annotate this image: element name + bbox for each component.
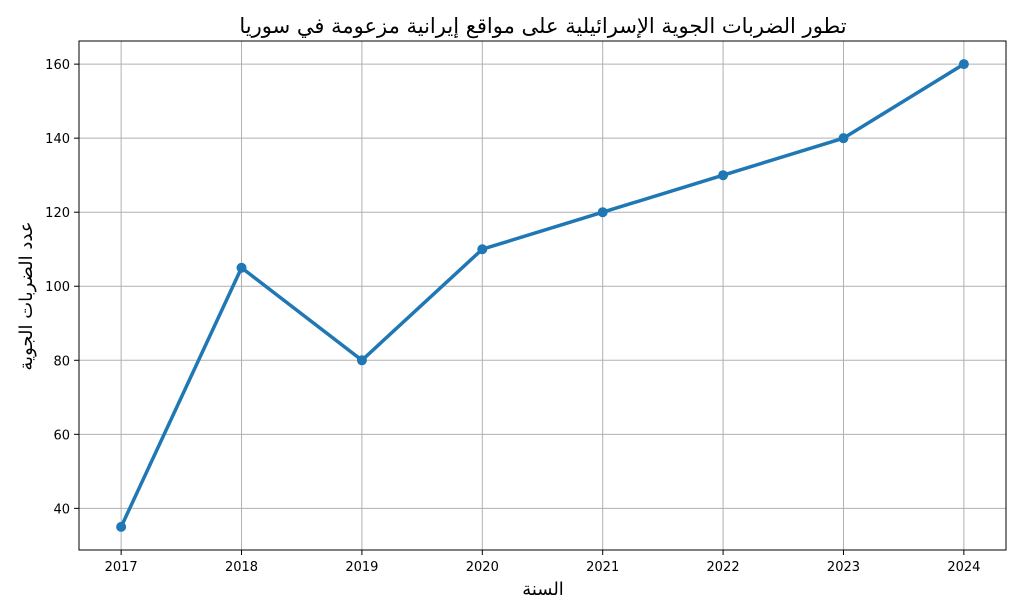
x-tick-label: 2019 <box>345 560 378 575</box>
x-axis-label: السنة <box>522 579 564 600</box>
y-tick-label: 80 <box>53 354 70 369</box>
x-tick-label: 2023 <box>827 560 860 575</box>
y-tick-label: 40 <box>53 502 70 517</box>
data-point <box>838 133 849 144</box>
data-point <box>236 262 247 273</box>
data-point <box>116 521 127 532</box>
data-point <box>718 170 729 181</box>
data-point <box>477 244 488 255</box>
axis-ticks: 2017 2018 2019 2020 2021 2022 2023 2024 40 60 80 10… <box>45 58 980 575</box>
x-tick-label: 2024 <box>947 560 980 575</box>
data-point <box>597 207 608 218</box>
x-tick-label: 2021 <box>586 560 619 575</box>
data-point <box>356 355 367 366</box>
y-tick-label: 60 <box>53 428 70 443</box>
x-tick-label: 2018 <box>225 560 258 575</box>
y-tick-label: 160 <box>45 58 70 73</box>
chart-title: تطور الضربات الجوية الإسرائيلية على مواق… <box>239 14 846 39</box>
y-tick-label: 140 <box>45 132 70 147</box>
series-group <box>116 59 969 532</box>
y-tick-label: 100 <box>45 280 70 295</box>
grid <box>79 41 1006 550</box>
y-axis-label: عدد الضربات الجوية <box>16 221 37 370</box>
series-line <box>119 62 966 529</box>
x-tick-label: 2020 <box>466 560 499 575</box>
y-tick-label: 120 <box>45 206 70 221</box>
data-point <box>958 59 969 70</box>
plot-frame <box>78 40 1007 551</box>
x-tick-label: 2017 <box>105 560 138 575</box>
x-tick-label: 2022 <box>707 560 740 575</box>
